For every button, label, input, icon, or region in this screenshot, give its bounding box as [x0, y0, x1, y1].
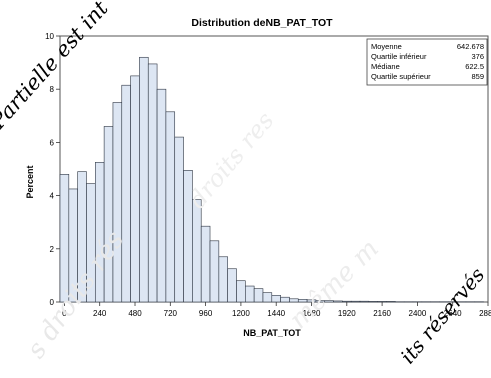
histogram-bar [166, 112, 175, 302]
chart-title: Distribution deNB_PAT_TOT [191, 17, 333, 29]
x-tick-label: 1200 [232, 309, 250, 318]
histogram-bar [139, 57, 148, 302]
x-tick-label: 2160 [373, 309, 391, 318]
histogram-bar [219, 257, 228, 302]
stats-label-median: Médiane [371, 62, 400, 71]
y-tick-label: 2 [50, 245, 55, 254]
stats-value-median: 622.5 [465, 62, 484, 71]
histogram-bar [272, 295, 281, 302]
y-tick-label: 10 [45, 32, 54, 41]
y-axis-label: Percent [25, 165, 35, 198]
histogram-bar [148, 64, 157, 302]
histogram-bar [369, 301, 378, 302]
stats-label-mean: Moyenne [371, 42, 402, 51]
x-tick-label: 240 [93, 309, 107, 318]
stats-label-upper-quartile: Quartile supérieur [371, 72, 431, 81]
histogram-bar [201, 226, 210, 302]
histogram-bar [254, 289, 263, 302]
histogram-bar [192, 200, 201, 302]
x-axis-label: NB_PAT_TOT [243, 328, 301, 338]
x-tick-label: 480 [128, 309, 142, 318]
stats-box: Moyenne 642.678 Quartile inférieur 376 M… [367, 39, 487, 85]
stats-value-upper-quartile: 859 [471, 72, 484, 81]
histogram-bar [175, 137, 184, 302]
histogram-bar [236, 281, 245, 302]
histogram-bar [210, 241, 219, 302]
y-tick-label: 8 [50, 85, 55, 94]
histogram-bar [378, 301, 387, 302]
histogram-bar [387, 301, 396, 302]
histogram-bar [351, 301, 360, 302]
histogram-bar [157, 89, 166, 302]
histogram-bar [122, 85, 131, 302]
histogram-bar [113, 103, 122, 303]
y-tick-label: 6 [50, 138, 55, 147]
stats-label-lower-quartile: Quartile inférieur [371, 52, 427, 61]
x-tick-label: 720 [164, 309, 178, 318]
x-tick-label: 2400 [409, 309, 427, 318]
x-tick-label: 960 [199, 309, 213, 318]
histogram-bar [228, 269, 237, 302]
histogram-bar [360, 301, 369, 302]
histogram-bar [131, 76, 140, 302]
y-tick-label: 4 [50, 192, 55, 201]
stats-value-mean: 642.678 [457, 42, 484, 51]
stats-value-lower-quartile: 376 [471, 52, 484, 61]
histogram-bar [263, 293, 272, 302]
histogram-bar [245, 286, 254, 302]
histogram-bar [281, 297, 290, 302]
x-tick-label: 1920 [338, 309, 356, 318]
histogram-bar [342, 301, 351, 302]
x-tick-label: 2880 [479, 309, 491, 318]
